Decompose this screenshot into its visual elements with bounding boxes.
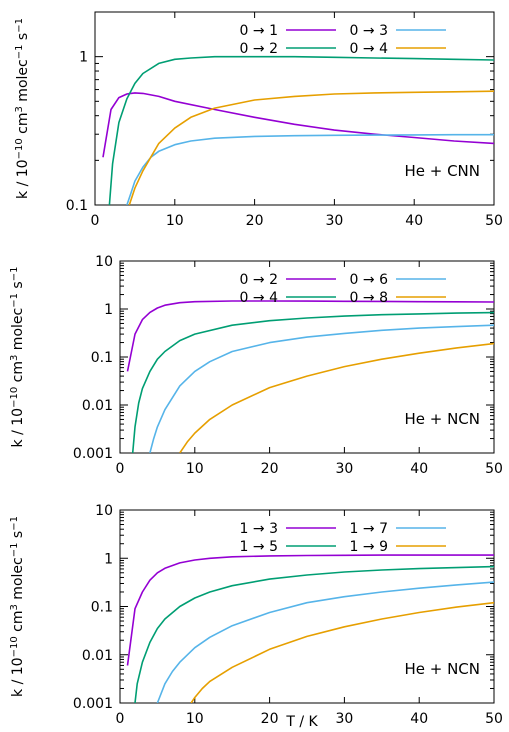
panel-1-x-tick-label: 10 — [166, 213, 184, 229]
panel-3-x-axis-title: T / K — [285, 714, 318, 730]
panel-3-x-tick-label: 50 — [485, 711, 503, 727]
panel-2-y-tick-label: 0.1 — [91, 350, 113, 366]
panel-1-x-tick-label: 40 — [405, 213, 423, 229]
panel-1-plot-frame — [94, 11, 495, 206]
panel-3-x-tick-label: 30 — [335, 711, 353, 727]
panel-3-series-line-3 — [156, 581, 494, 703]
panel-2-legend-label-1: 0 → 2 — [240, 272, 278, 288]
panel-2-x-tick-label: 0 — [116, 461, 125, 477]
panel-1-y-axis-title: k / 10−10 cm3 molec−1 s−1 — [14, 18, 32, 199]
panel-1-x-tick-label: 0 — [91, 213, 100, 229]
panel-3-y-tick-label: 0.1 — [91, 600, 113, 616]
panel-2-legend-label-3: 0 → 6 — [350, 272, 389, 288]
panel-1-annotation: He + CNN — [404, 162, 480, 180]
panel-2-x-tick-label: 40 — [410, 461, 428, 477]
panel-1-x-tick-label: 20 — [246, 213, 264, 229]
panel-3-y-tick-label: 1 — [104, 551, 113, 567]
panel-2-legend-label-4: 0 → 8 — [350, 290, 388, 306]
panel-1-legend-label-1: 0 → 1 — [240, 23, 278, 39]
panel-3-series-line-4 — [190, 601, 494, 703]
panel-3-y-tick-label: 10 — [95, 503, 113, 519]
panel-3-x-tick-label: 0 — [116, 711, 125, 727]
panel-1-y-tick-label: 0.1 — [66, 198, 88, 214]
panel-2-x-tick-label: 10 — [186, 461, 204, 477]
panel-1-series-line-3 — [126, 133, 494, 205]
panel-2-series-line-3 — [149, 324, 494, 453]
panel-1-legend-label-3: 0 → 3 — [350, 23, 388, 39]
panel-3-legend-label-3: 1 → 7 — [350, 521, 388, 537]
panel-2-x-tick-label: 20 — [261, 461, 279, 477]
panel-1-legend-label-4: 0 → 4 — [350, 41, 389, 57]
panel-3-x-tick-label: 20 — [261, 711, 279, 727]
panel-3-y-tick-label: 0.01 — [82, 648, 113, 664]
panel-1-series-line-4 — [128, 90, 494, 205]
panel-3-x-tick-label: 40 — [410, 711, 428, 727]
panel-2-series-line-2 — [131, 311, 494, 453]
panel-1-x-tick-label: 50 — [485, 213, 503, 229]
panel-2-x-tick-label: 30 — [335, 461, 353, 477]
panel-1-y-tick-label: 1 — [79, 50, 88, 66]
panel-1-series-line-2 — [108, 55, 494, 205]
panel-2-series-line-4 — [179, 342, 494, 453]
panel-2-y-tick-label: 10 — [95, 254, 113, 270]
panel-1-legend-label-2: 0 → 2 — [240, 41, 278, 57]
panel-2-legend-label-2: 0 → 4 — [240, 290, 279, 306]
panel-2-y-tick-label: 0.01 — [82, 398, 113, 414]
panel-3-y-tick-label: 0.001 — [73, 696, 113, 712]
panel-2-y-tick-label: 0.001 — [73, 446, 113, 462]
panel-1-x-tick-label: 30 — [325, 213, 343, 229]
panel-2-y-tick-label: 1 — [104, 302, 113, 318]
panel-3-series-line-2 — [134, 565, 494, 703]
panel-3-legend-label-1: 1 → 3 — [240, 521, 278, 537]
panel-2-annotation: He + NCN — [404, 410, 480, 428]
panel-2-series-line-1 — [126, 300, 494, 372]
panel-3-annotation: He + NCN — [404, 660, 480, 678]
panel-3-legend-label-2: 1 → 5 — [240, 539, 278, 555]
panel-3-x-tick-label: 10 — [186, 711, 204, 727]
panel-3-series-line-1 — [126, 554, 494, 666]
panel-3-y-axis-title: k / 10−10 cm3 molec−1 s−1 — [9, 516, 27, 697]
panel-2-y-axis-title: k / 10−10 cm3 molec−1 s−1 — [9, 267, 27, 448]
panel-3-legend-label-4: 1 → 9 — [350, 539, 388, 555]
panel-2-x-tick-label: 50 — [485, 461, 503, 477]
panel-1-series-line-1 — [102, 92, 494, 158]
